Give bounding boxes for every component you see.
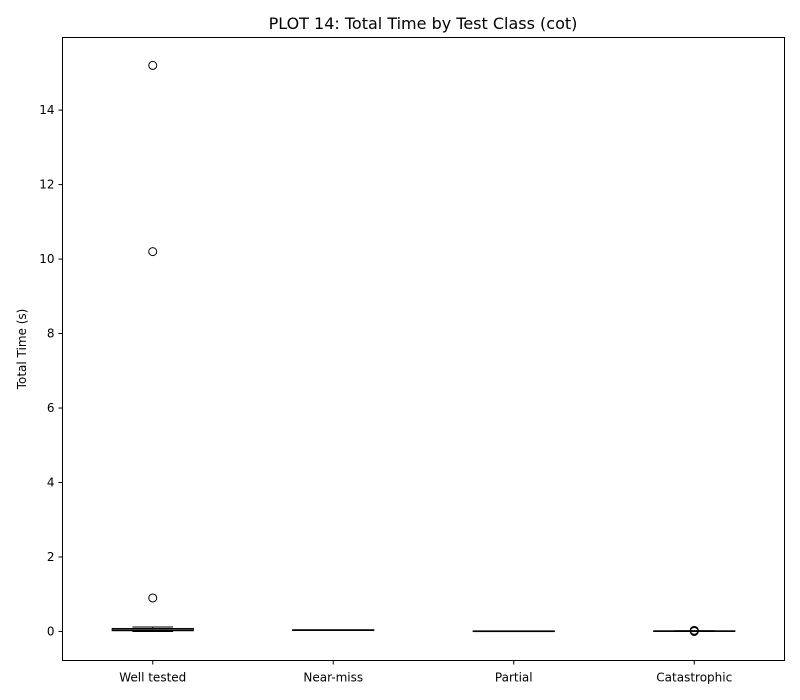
x-tick-label: Catastrophic (656, 671, 732, 685)
y-tick-label: 12 (39, 178, 54, 192)
x-tick-label: Well tested (119, 671, 186, 685)
y-tick-label: 0 (47, 624, 55, 638)
y-tick-label: 14 (39, 103, 54, 117)
box-group (111, 60, 194, 632)
outlier-point (148, 60, 158, 70)
outlier-point (148, 593, 158, 603)
y-axis-label: Total Time (s) (15, 309, 29, 391)
y-tick-label: 10 (39, 252, 54, 266)
plot-frame (62, 37, 785, 661)
box-group (653, 625, 736, 636)
box-group (292, 629, 375, 631)
plot-area (111, 60, 736, 636)
y-tick-label: 2 (47, 550, 55, 564)
x-tick-label: Partial (495, 671, 533, 685)
y-tick-label: 8 (47, 327, 55, 341)
box-group (472, 630, 555, 633)
y-tick-label: 6 (47, 401, 55, 415)
chart-title: PLOT 14: Total Time by Test Class (cot) (269, 14, 578, 33)
x-tick-label: Near-miss (303, 671, 363, 685)
outlier-point (148, 247, 158, 257)
y-tick-label: 4 (47, 476, 55, 490)
outlier-point (689, 625, 699, 635)
